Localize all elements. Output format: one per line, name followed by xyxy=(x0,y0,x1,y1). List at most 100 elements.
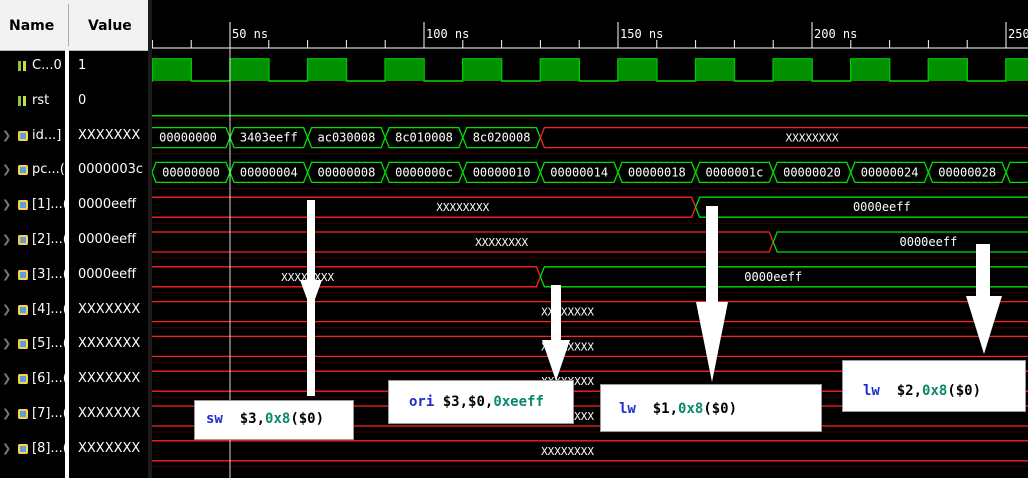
expand-chevron-icon[interactable]: ❯ xyxy=(2,302,12,316)
signal-value: 1 xyxy=(78,58,87,73)
signal-row[interactable]: ❯ [4]...(XXXXXXX xyxy=(0,294,148,328)
expand-chevron-icon[interactable]: ❯ xyxy=(2,407,12,420)
clock-high-pulse xyxy=(152,59,192,81)
signal-value: 0000eeff xyxy=(78,232,137,247)
clock-high-pulse xyxy=(540,59,580,81)
time-tick-label: 250 xyxy=(1008,27,1028,41)
instruction-bus-segment xyxy=(539,126,1028,149)
pc-bus-value: 00000000 xyxy=(162,165,220,179)
pc-bus-value: 00000028 xyxy=(938,165,996,179)
reg2-bus-value: 0000eeff xyxy=(900,235,958,249)
expand-chevron-icon[interactable]: ❯ xyxy=(2,372,12,386)
reg2-bus-segment xyxy=(772,231,1028,253)
bus-signal-icon xyxy=(18,304,28,315)
clock-high-pulse xyxy=(462,59,502,81)
pc-bus-value: 00000010 xyxy=(473,165,531,179)
signal-value: XXXXXXX xyxy=(78,440,141,456)
bit-signal-icon xyxy=(18,95,28,106)
expand-chevron-icon[interactable]: ❯ xyxy=(2,233,12,246)
arrow-sw xyxy=(300,200,322,396)
signal-name: pc...( xyxy=(32,162,65,178)
signal-row[interactable]: ❯ [5]...(XXXXXXX xyxy=(0,328,148,362)
pc-bus-value: 00000004 xyxy=(240,165,298,179)
pc-bus-value: 00000024 xyxy=(861,165,919,179)
signal-row[interactable]: rst 0 xyxy=(0,85,148,119)
pc-bus-value: 00000020 xyxy=(783,165,841,179)
signal-name: [6]...( xyxy=(32,371,68,387)
pane-splitter[interactable] xyxy=(148,0,152,478)
signal-row[interactable]: C...0 1 xyxy=(0,50,148,84)
column-divider[interactable] xyxy=(68,4,69,46)
bus-signal-icon xyxy=(18,443,28,454)
expand-chevron-icon[interactable]: ❯ xyxy=(2,163,12,177)
time-tick-label: 50 ns xyxy=(232,27,268,41)
signal-row[interactable]: ❯ [6]...( XXXXXXX xyxy=(0,363,148,397)
clock-high-pulse xyxy=(1006,59,1028,81)
pc-bus-segment xyxy=(1005,161,1028,184)
signal-name: [5]...( xyxy=(32,336,68,352)
instruction-bus-value: XXXXXXXX xyxy=(786,132,839,145)
signal-value: 0000eeff xyxy=(78,197,137,213)
reg8-bus-value: XXXXXXXX xyxy=(541,445,594,458)
time-tick-label: 100 ns xyxy=(426,27,469,41)
reg3-bus-segment xyxy=(539,266,1028,288)
column-header: Name Value xyxy=(0,0,148,51)
time-tick-label: 150 ns xyxy=(620,27,663,41)
instruction-bus-value: 3403eeff xyxy=(240,131,298,145)
reg1-bus-segment xyxy=(694,196,1028,218)
signal-value: XXXXXXX xyxy=(78,301,141,317)
annotation-lw-1: lw $1,0x8($0) xyxy=(600,384,822,432)
clock-waveform xyxy=(152,58,1028,82)
signal-name: [3]...( xyxy=(32,266,68,282)
expand-chevron-icon[interactable]: ❯ xyxy=(2,267,12,281)
reg1-bus-value: XXXXXXXX xyxy=(436,201,489,214)
pc-bus-value: 00000008 xyxy=(318,165,376,179)
arrow-lw-1 xyxy=(696,206,728,382)
signal-name: [8]...( xyxy=(32,440,68,456)
instruction-bus-value: 8c020008 xyxy=(473,131,531,145)
bus-signal-icon xyxy=(18,339,28,350)
pc-bus-value: 00000014 xyxy=(550,165,608,179)
signal-row[interactable]: ❯ [1]...(0000eeff xyxy=(0,189,148,223)
expand-chevron-icon[interactable]: ❯ xyxy=(2,441,12,455)
signal-row[interactable]: ❯ [7]...( XXXXXXX xyxy=(0,398,148,432)
bus-signal-icon xyxy=(18,409,28,419)
reg2-bus-value: XXXXXXXX xyxy=(475,236,528,249)
signal-value: XXXXXXX xyxy=(78,371,141,387)
signal-value: XXXXXXX xyxy=(78,406,141,421)
expand-chevron-icon[interactable]: ❯ xyxy=(2,128,12,142)
value-column-header[interactable]: Value xyxy=(88,18,132,34)
bus-signal-icon xyxy=(18,374,28,385)
column-resize-bar[interactable] xyxy=(65,50,69,478)
waveform-canvas[interactable]: 50 ns 100 ns 150 ns 200 ns 250 00000000 3403ee… xyxy=(152,0,1028,478)
bus-signal-icon xyxy=(18,130,28,141)
bus-signal-icon xyxy=(18,235,28,245)
annotation-sw: sw $3,0x8($0) xyxy=(194,400,354,440)
instruction-bus-value: 00000000 xyxy=(159,131,217,145)
name-column-header[interactable]: Name xyxy=(9,18,55,34)
bus-signal-icon xyxy=(18,269,28,280)
reg1-bus-value: 0000eeff xyxy=(853,200,911,214)
signal-name: [7]...( xyxy=(32,406,68,421)
reg1-bus-segment xyxy=(152,196,697,218)
signal-row[interactable]: ❯ [3]...(0000eeff xyxy=(0,259,148,293)
signal-row[interactable]: ❯ [2]...(0000eeff xyxy=(0,224,148,258)
signal-name-panel: Name Value C...0 1 rst 0 ❯ id...] XXXXXXX ❯ pc..… xyxy=(0,0,148,478)
annotation-ori: ori $3,$0,0xeeff xyxy=(388,380,574,424)
arrow-lw-2 xyxy=(966,244,1002,354)
clock-high-pulse xyxy=(618,59,657,81)
signal-name: id...] xyxy=(32,127,62,143)
reg3-bus-value: 0000eeff xyxy=(744,270,802,284)
expand-chevron-icon[interactable]: ❯ xyxy=(2,337,12,351)
pc-bus-value: 0000000c xyxy=(395,165,453,179)
signal-row[interactable]: ❯ [8]...( XXXXXXX xyxy=(0,433,148,467)
expand-chevron-icon[interactable]: ❯ xyxy=(2,198,12,212)
signal-name: C...0 xyxy=(32,58,62,73)
bus-signal-icon xyxy=(18,165,28,176)
clock-high-pulse xyxy=(695,59,735,81)
signal-row[interactable]: ❯ id...] XXXXXXX xyxy=(0,120,148,154)
clock-high-pulse xyxy=(307,59,347,81)
signal-row[interactable]: ❯ pc...(0000003c xyxy=(0,154,148,188)
pc-bus-value: 0000001c xyxy=(706,165,764,179)
clock-high-pulse xyxy=(928,59,968,81)
